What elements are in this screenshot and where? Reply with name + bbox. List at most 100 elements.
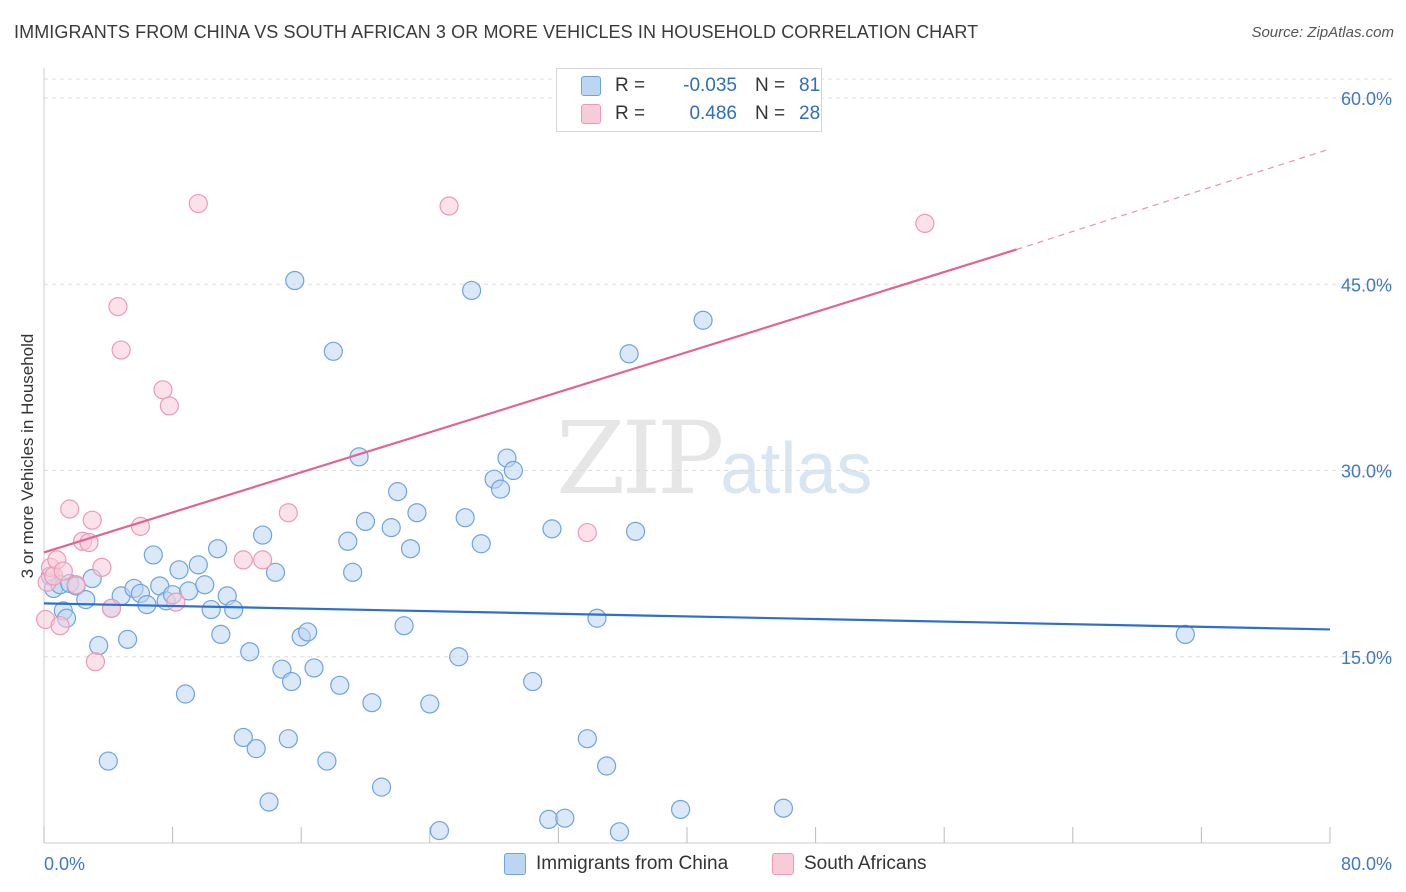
south-african-point <box>53 561 73 581</box>
south-african-point <box>577 522 597 543</box>
china-point <box>343 562 363 582</box>
china-point <box>619 344 639 364</box>
chart-title: IMMIGRANTS FROM CHINA VS SOUTH AFRICAN 3… <box>14 22 979 42</box>
south-african-trend-extension <box>1016 148 1331 251</box>
south-african-point <box>439 196 459 216</box>
china-point <box>233 727 253 748</box>
legend-n-value: 81 <box>799 75 821 96</box>
bottom-legend-swatch-south-africans <box>772 853 794 875</box>
south-african-trend-line <box>43 248 1017 554</box>
china-point <box>371 777 392 797</box>
china-point <box>461 280 482 301</box>
china-point <box>362 693 382 713</box>
china-point <box>455 508 475 528</box>
bottom-legend-south-africans: South Africans <box>772 852 927 876</box>
china-point <box>355 511 376 532</box>
legend-r-value: -0.035 <box>683 75 737 96</box>
south-african-point <box>111 340 131 360</box>
x-tick-label: 80.0% <box>1341 854 1392 874</box>
china-point <box>394 616 414 636</box>
correlation-legend: R = -0.035 N = 81 R = 0.486 N = 28 <box>556 68 822 132</box>
china-point <box>773 798 794 818</box>
watermark-atlas: atlas <box>720 429 873 509</box>
legend-row-south-africans: R = 0.486 N = 28 <box>581 102 820 126</box>
china-point <box>539 809 559 830</box>
china-point <box>175 684 196 704</box>
china-point <box>490 479 511 499</box>
china-point <box>693 310 713 330</box>
china-point <box>246 739 266 759</box>
south-african-point <box>253 550 273 570</box>
china-point <box>188 555 208 575</box>
china-point <box>609 822 630 842</box>
china-point <box>143 545 163 565</box>
china-point <box>208 539 228 559</box>
china-point <box>330 675 350 695</box>
x-tick-label: 0.0% <box>44 854 85 874</box>
y-tick-label: 45.0% <box>1341 275 1392 295</box>
china-point <box>298 622 318 642</box>
china-point <box>388 482 408 502</box>
watermark-zip: ZIP <box>556 400 724 517</box>
legend-row-china: R = -0.035 N = 81 <box>581 74 820 98</box>
y-axis-label: 3 or more Vehicles in Household <box>18 333 37 579</box>
china-point <box>201 599 221 620</box>
south-african-point <box>60 499 80 519</box>
china-point <box>317 751 337 771</box>
south-african-point <box>66 575 86 595</box>
china-point <box>471 534 491 554</box>
bottom-legend-china: Immigrants from China <box>504 852 728 876</box>
south-african-point <box>233 550 253 570</box>
china-point <box>117 629 138 649</box>
legend-n-label: N = <box>755 75 786 96</box>
china-point <box>98 751 118 771</box>
china-point <box>253 525 273 545</box>
bottom-legend-swatch-china <box>504 853 526 875</box>
south-african-point <box>915 213 935 234</box>
china-point <box>278 729 298 749</box>
legend-r-label: R = <box>615 103 646 124</box>
bottom-legend-label-china: Immigrants from China <box>536 853 729 874</box>
south-african-point <box>166 592 186 612</box>
china-point <box>577 729 597 749</box>
china-point <box>281 671 302 692</box>
legend-r-label: R = <box>615 75 646 96</box>
china-point <box>542 519 562 539</box>
china-point <box>89 635 109 656</box>
south-african-point <box>278 503 298 523</box>
china-point <box>1175 624 1195 645</box>
legend-n-label: N = <box>755 103 786 124</box>
china-point <box>670 799 691 820</box>
south-african-point <box>50 616 70 636</box>
china-point <box>381 518 401 538</box>
china-point <box>224 599 244 620</box>
legend-r-value: 0.486 <box>689 103 737 124</box>
china-point <box>259 792 279 812</box>
china-point <box>211 624 231 645</box>
y-tick-label: 15.0% <box>1341 648 1392 668</box>
china-point <box>304 658 324 678</box>
legend-n-value: 28 <box>799 103 821 124</box>
china-point <box>597 756 617 776</box>
south-african-point <box>82 510 102 530</box>
y-tick-label: 60.0% <box>1341 89 1392 109</box>
south-african-point <box>153 380 173 400</box>
china-trend-line <box>43 602 1331 631</box>
china-point <box>555 808 575 828</box>
china-point <box>323 341 343 361</box>
bottom-legend-label-south-africans: South Africans <box>804 853 927 874</box>
south-african-point <box>159 396 179 416</box>
china-point <box>265 562 286 582</box>
south-african-point <box>108 297 128 317</box>
legend-swatch-china <box>581 76 601 96</box>
china-point <box>338 531 358 551</box>
legend-swatch-south-africans <box>581 104 601 124</box>
china-point <box>449 647 469 667</box>
china-point <box>240 642 260 662</box>
watermark: ZIPatlas <box>556 400 872 517</box>
china-point <box>523 671 543 692</box>
china-point <box>420 694 440 714</box>
china-point <box>407 503 427 523</box>
china-point <box>400 539 421 559</box>
